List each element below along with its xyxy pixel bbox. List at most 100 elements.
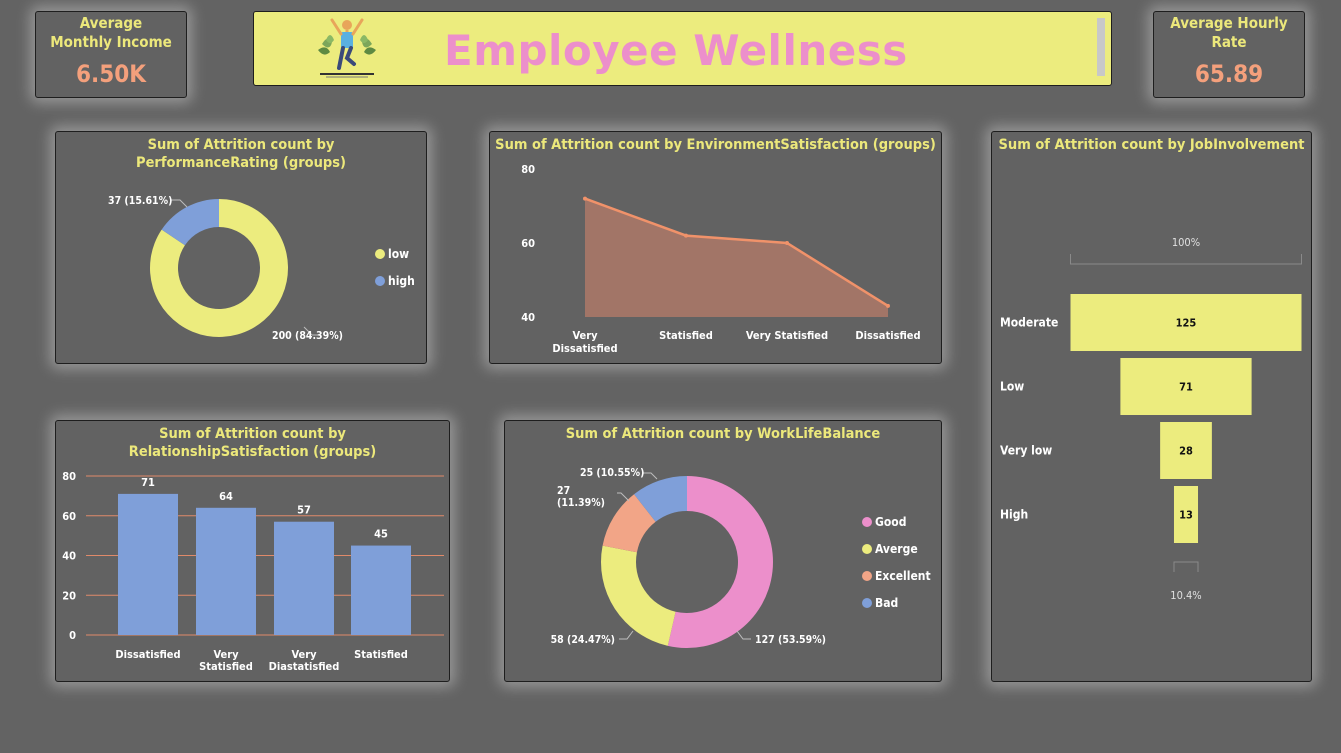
data-point[interactable]	[583, 196, 587, 201]
y-tick-label: 40	[62, 550, 76, 563]
funnel-category-label: Low	[1000, 380, 1024, 394]
x-tick-label: Very Diastatisfied	[269, 648, 340, 673]
y-tick-label: 60	[521, 237, 535, 250]
leader-line	[736, 630, 751, 640]
data-label: 200 (84.39%)	[272, 330, 343, 342]
data-point[interactable]	[684, 233, 688, 238]
work-life-balance-card: Sum of Attrition count by WorkLifeBalanc…	[504, 420, 942, 682]
funnel-bar[interactable]	[1173, 486, 1199, 543]
chart-title: Sum of Attrition count by JobInvolvement	[998, 137, 1305, 153]
donut-slice[interactable]	[634, 476, 687, 522]
leader-line	[617, 492, 630, 502]
performance-rating-card: Sum of Attrition count by PerformanceRat…	[55, 131, 427, 364]
x-tick-label: Very Statisfied	[746, 329, 828, 342]
leader-line	[303, 326, 320, 336]
legend-label: high	[388, 274, 415, 288]
funnel-value-label: 71	[1179, 381, 1193, 394]
funnel-value-label: 28	[1179, 445, 1193, 458]
data-label: 127 (53.59%)	[755, 634, 826, 646]
chart-title: Sum of Attrition count by WorkLifeBalanc…	[565, 426, 881, 442]
data-label: 25 (10.55%)	[580, 467, 644, 479]
chart-title: Sum of Attrition count by PerformanceRat…	[136, 137, 346, 171]
kpi-card-monthly-income: Average Monthly Income 6.50K	[35, 11, 187, 98]
x-tick-label: Dissatisfied	[115, 648, 180, 661]
x-tick-label: Very Dissatisfied	[552, 329, 617, 355]
donut-slice[interactable]	[601, 545, 676, 646]
legend-marker	[862, 517, 872, 527]
funnel-bar[interactable]	[1070, 294, 1302, 351]
leader-line	[619, 630, 634, 640]
banner-scrollbar	[1097, 18, 1105, 76]
bar-value-label: 71	[141, 476, 155, 489]
bar[interactable]	[274, 521, 334, 635]
funnel-category-label: Very low	[1000, 444, 1052, 458]
funnel-value-label: 125	[1176, 317, 1197, 330]
wellness-person-icon	[318, 18, 376, 78]
x-tick-label: Statisfied	[659, 329, 713, 342]
legend-marker	[862, 598, 872, 608]
kpi-value-hourly-rate: 65.89	[1194, 60, 1264, 88]
legend-marker	[862, 571, 872, 581]
data-label: 58 (24.47%)	[551, 634, 615, 646]
donut-slice[interactable]	[150, 199, 288, 337]
funnel-top-bracket	[1070, 254, 1302, 265]
funnel-bottom-bracket	[1173, 561, 1199, 572]
bar-value-label: 45	[374, 528, 388, 541]
funnel-category-label: Moderate	[1000, 316, 1058, 330]
chart-title: Sum of Attrition count by RelationshipSa…	[128, 426, 377, 460]
data-label: 37 (15.61%)	[108, 195, 172, 207]
kpi-label-hourly-rate: Average Hourly Rate	[1170, 14, 1288, 51]
kpi-card-hourly-rate: Average Hourly Rate 65.89	[1153, 11, 1305, 98]
y-tick-label: 60	[62, 510, 76, 523]
legend-marker	[862, 544, 872, 554]
environment-satisfaction-area-chart: 40 60 80 Very Dissatisfied Statisfied Very Sta…	[521, 163, 920, 355]
environment-satisfaction-card: Sum of Attrition count by EnvironmentSat…	[489, 131, 942, 364]
funnel-category-label: High	[1000, 508, 1028, 522]
title-banner: Employee Wellness	[253, 11, 1112, 86]
donut-slice[interactable]	[602, 494, 656, 553]
y-tick-label: 80	[62, 470, 76, 483]
data-point[interactable]	[886, 303, 890, 308]
kpi-label-monthly-income: Average Monthly Income	[50, 14, 172, 51]
legend-label: Good	[875, 515, 906, 529]
legend-label: Excellent	[875, 569, 931, 583]
y-tick-label: 0	[69, 629, 76, 642]
funnel-value-label: 13	[1179, 509, 1193, 522]
work-life-balance-donut: 127 (53.59%) 58 (24.47%) 27 (11.39%) 25 (10.…	[551, 467, 931, 648]
leader-line	[171, 199, 188, 208]
kpi-value-monthly-income: 6.50K	[75, 60, 146, 88]
y-tick-label: 80	[521, 163, 535, 176]
donut-slice[interactable]	[161, 199, 219, 246]
x-tick-label: Very Statisfied	[199, 648, 253, 673]
chart-title: Sum of Attrition count by EnvironmentSat…	[495, 137, 936, 153]
relationship-satisfaction-card: Sum of Attrition count by RelationshipSa…	[55, 420, 450, 682]
leader-line	[643, 472, 658, 480]
bar[interactable]	[351, 545, 411, 635]
legend-marker	[375, 249, 385, 259]
legend-marker	[375, 276, 385, 286]
legend-label: low	[388, 247, 409, 261]
y-tick-label: 40	[521, 311, 535, 324]
legend-label: Averge	[875, 542, 918, 556]
bar[interactable]	[118, 493, 178, 635]
y-tick-label: 20	[62, 589, 76, 602]
bar-value-label: 57	[297, 504, 311, 517]
funnel-top-label: 100%	[1172, 236, 1200, 249]
bar-value-label: 64	[219, 490, 233, 503]
legend-label: Bad	[875, 596, 898, 610]
series-line	[584, 197, 889, 307]
bar[interactable]	[196, 507, 256, 635]
job-involvement-funnel: 100% 125 Moderate 71 Low 28 Very low 13 High 10.4…	[1000, 236, 1302, 602]
data-label: 27 (11.39%)	[557, 485, 605, 509]
funnel-bar[interactable]	[1160, 422, 1212, 479]
funnel-bar[interactable]	[1120, 358, 1252, 415]
area-fill	[585, 198, 888, 317]
donut-slice[interactable]	[667, 476, 773, 648]
job-involvement-card: Sum of Attrition count by JobInvolvement…	[991, 131, 1312, 682]
x-tick-label: Statisfied	[354, 648, 408, 661]
relationship-satisfaction-bar-chart: 0 20 40 60 80 71 Dissatisfied 64 Very Statisfied 5…	[62, 470, 444, 673]
data-point[interactable]	[785, 241, 789, 245]
x-tick-label: Dissatisfied	[855, 329, 920, 342]
dashboard-title: Employee Wellness	[444, 26, 908, 75]
funnel-bottom-label: 10.4%	[1170, 589, 1201, 602]
